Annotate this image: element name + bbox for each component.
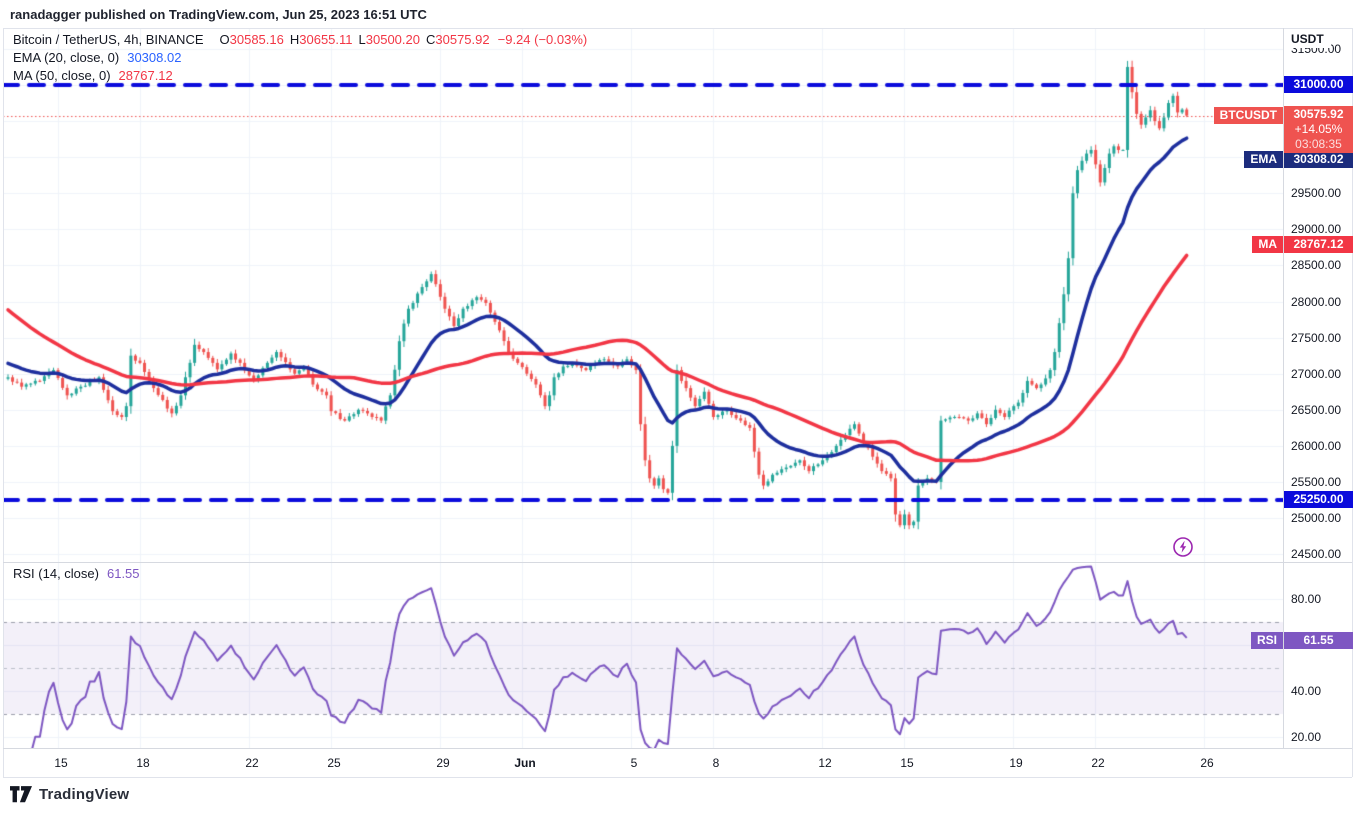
pane-divider[interactable] [3, 562, 1352, 563]
price-tick-label: 25500.00 [1291, 474, 1342, 489]
time-tick-label: 29 [436, 756, 450, 770]
last-price-value: 30575.92 [1293, 107, 1344, 121]
ema-value-badge: 30308.02 [1284, 151, 1353, 168]
last-price-badge[interactable]: 30575.92 +14.05% 03:08:35 [1284, 106, 1353, 153]
tradingview-logo[interactable]: TradingView [10, 786, 129, 803]
ohlc-value: 30500.20 [365, 32, 420, 47]
rsi-tick-label: 80.00 [1291, 592, 1322, 606]
ma-legend-label[interactable]: MA (50, close, 0) [13, 68, 111, 83]
time-tick-label: 19 [1009, 756, 1023, 770]
time-tick-label: 25 [327, 756, 341, 770]
rsi-chip: RSI [1250, 632, 1283, 649]
symbol-chip: BTCUSDT [1213, 107, 1283, 124]
price-axis-border [1283, 28, 1284, 748]
ohlc-value: 30655.11 [299, 32, 353, 47]
time-tick-label: 5 [630, 756, 638, 770]
ma-legend-row: MA (50, close, 0) 28767.12 [13, 68, 587, 84]
chart-left-border [3, 28, 4, 777]
time-tick-label: 15 [900, 756, 914, 770]
price-chart-canvas[interactable] [3, 28, 1283, 748]
ohlc-values: O30585.16 H30655.11 L30500.20 C30575.92 [214, 32, 490, 47]
time-axis-border [3, 748, 1352, 749]
ohlc-key: C [426, 32, 436, 47]
level-badge-25250[interactable]: 25250.00 [1284, 491, 1353, 508]
lightning-bolt-icon[interactable] [1171, 535, 1195, 559]
ohlc-key: O [219, 32, 230, 47]
time-tick-label: 22 [1091, 756, 1105, 770]
price-tick-label: 29500.00 [1291, 186, 1342, 201]
ema-legend-row: EMA (20, close, 0) 30308.02 [13, 50, 587, 66]
symbol-legend-row: Bitcoin / TetherUS, 4h, BINANCE O30585.16… [13, 32, 587, 48]
ohlc-key: L [358, 32, 366, 47]
rsi-value-badge: 61.55 [1284, 632, 1353, 649]
rsi-legend-value: 61.55 [106, 566, 140, 581]
ma-value-badge: 28767.12 [1284, 236, 1353, 253]
symbol-title[interactable]: Bitcoin / TetherUS, 4h, BINANCE [13, 32, 204, 47]
rsi-tick-label: 40.00 [1291, 684, 1322, 698]
time-tick-label: Jun [514, 756, 536, 770]
price-tick-label: 27000.00 [1291, 366, 1342, 381]
price-tick-label: 28000.00 [1291, 294, 1342, 309]
tradingview-logo-text: TradingView [39, 786, 130, 803]
time-tick-label: 12 [818, 756, 832, 770]
last-price-change-pct: +14.05% [1294, 122, 1343, 136]
chart-right-border [1352, 28, 1353, 777]
level-badge-31000[interactable]: 31000.00 [1284, 76, 1353, 93]
chart-top-border [3, 28, 1352, 29]
price-tick-label: 26000.00 [1291, 438, 1342, 453]
price-tick-label: 28500.00 [1291, 258, 1342, 273]
price-tick-label: 24500.00 [1291, 547, 1342, 562]
ohlc-key: H [289, 32, 300, 47]
change-value: −9.24 (−0.03%) [497, 32, 588, 47]
axis-currency-label[interactable]: USDT [1291, 32, 1331, 48]
candle-countdown: 03:08:35 [1295, 137, 1342, 151]
ema-legend-value: 30308.02 [127, 50, 182, 65]
price-tick-label: 25000.00 [1291, 511, 1342, 526]
ma-legend-value: 28767.12 [118, 68, 173, 83]
rsi-tick-label: 20.00 [1291, 730, 1322, 744]
ma-chip: MA [1252, 236, 1283, 253]
ohlc-value: 30585.16 [229, 32, 284, 47]
legend: Bitcoin / TetherUS, 4h, BINANCE O30585.16… [13, 32, 587, 86]
price-tick-label: 27500.00 [1291, 330, 1342, 345]
rsi-legend-label[interactable]: RSI (14, close) [13, 566, 99, 581]
time-tick-label: 26 [1200, 756, 1214, 770]
price-tick-label: 26500.00 [1291, 402, 1342, 417]
rsi-legend-row: RSI (14, close) 61.55 [13, 566, 140, 581]
time-tick-label: 8 [712, 756, 720, 770]
ema-chip: EMA [1244, 151, 1283, 168]
ema-legend-label[interactable]: EMA (20, close, 0) [13, 50, 120, 65]
ohlc-value: 30575.92 [435, 32, 490, 47]
chart-bottom-border [3, 777, 1352, 778]
time-tick-label: 22 [245, 756, 259, 770]
tradingview-logo-icon [10, 786, 32, 803]
time-tick-label: 15 [54, 756, 68, 770]
time-tick-label: 18 [136, 756, 150, 770]
price-tick-label: 29000.00 [1291, 222, 1342, 237]
attribution-text: ranadagger published on TradingView.com,… [10, 7, 427, 22]
